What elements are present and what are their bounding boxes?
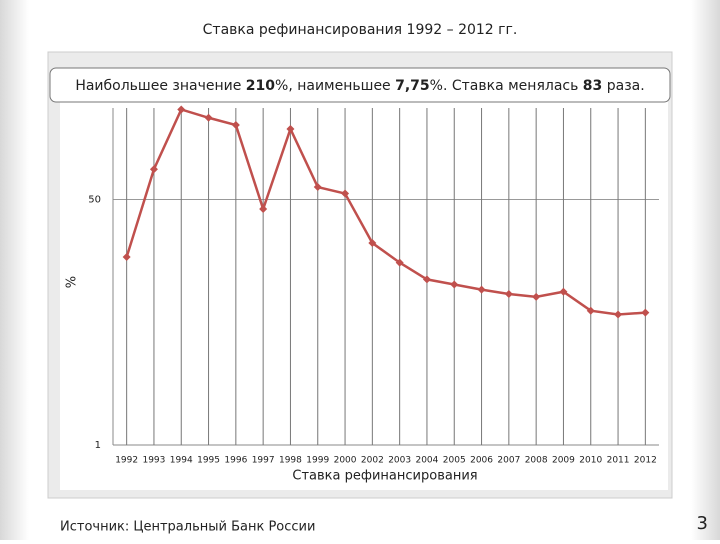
point [614,310,623,319]
x-tick-label: 2006 [470,456,493,466]
page-number: 3 [697,513,708,534]
x-tick-label: 2000 [334,456,357,466]
subtitle-part: Наибольшее значение [75,78,245,94]
subtitle-part: %. Ставка менялась [430,78,583,94]
y-tick-label: 50 [88,195,101,206]
x-tick-label: 2002 [361,456,384,466]
x-tick-label: 1999 [306,456,329,466]
point [177,105,186,114]
x-tick-label: 1998 [279,456,302,466]
source: Источник: Центральный Банк России [60,520,315,535]
point [122,253,131,262]
x-tick-label: 1994 [170,456,193,466]
subtitle-part: раза. [602,78,644,94]
x-axis-label: Ставка рефинансирования [292,469,477,484]
x-tick-label: 2004 [415,456,438,466]
point [231,120,240,129]
x-tick-label: 2009 [552,456,575,466]
y-tick-label: 1 [95,440,101,451]
point [504,289,513,298]
x-tick-label: 2007 [497,456,520,466]
subtitle-part: 7,75 [395,78,430,94]
y-axis-label: % [65,276,80,288]
x-tick-label: 1997 [252,456,275,466]
point [286,124,295,133]
title: Ставка рефинансирования 1992 – 2012 гг. [203,22,518,38]
subtitle-part: %, наименьшее [275,78,395,94]
subtitle: Наибольшее значение 210%, наименьшее 7,7… [75,78,644,94]
point [532,292,541,301]
point [395,258,404,267]
x-tick-label: 1995 [197,456,220,466]
x-tick-label: 2012 [634,456,657,466]
x-tick-label: 1996 [224,456,247,466]
plot: 1 50 1992 1993 1994 1995 1996 1997 1998 1999 2000 2… [88,105,659,466]
point [450,280,459,289]
x-tick-label: 2003 [388,456,411,466]
point [259,204,268,213]
point [422,275,431,284]
point [341,189,350,198]
x-tick-label: 2008 [525,456,548,466]
point [641,308,650,317]
plot-panel [60,100,668,490]
subtitle-part: 210 [246,78,275,94]
point [586,306,595,315]
x-tick-label: 2011 [607,456,630,466]
subtitle-box [49,67,671,103]
x-tick-label: 2010 [579,456,602,466]
series-line [125,107,646,316]
point [149,165,158,174]
point [368,239,377,248]
point [313,183,322,192]
x-tick-label: 2005 [443,456,466,466]
subtitle-part: 83 [583,78,602,94]
point [559,287,568,296]
x-tick-label: 1993 [142,456,165,466]
point [204,113,213,122]
x-tick-label: 1992 [115,456,138,466]
point [477,285,486,294]
